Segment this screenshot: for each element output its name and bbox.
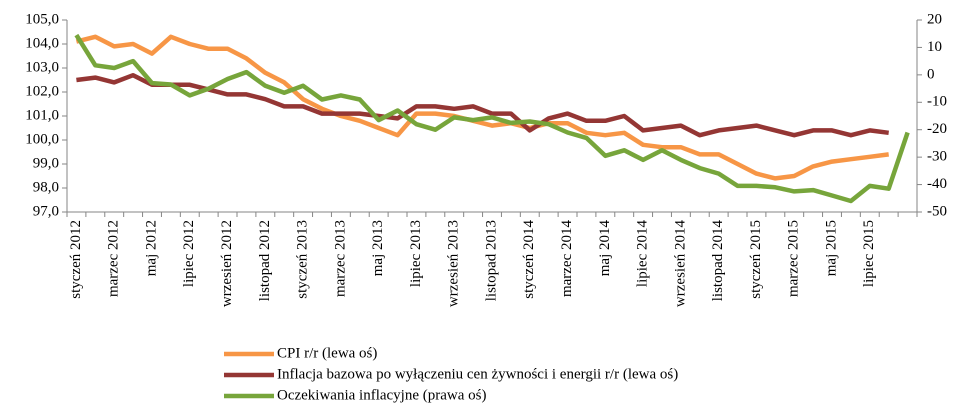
x-tick-label: wrzesień 2014 — [672, 220, 688, 308]
x-tick-label: lipiec 2014 — [635, 220, 651, 288]
y2-tick-label: 10 — [927, 39, 942, 55]
y2-tick-label: -10 — [927, 94, 947, 110]
series-line — [74, 33, 910, 204]
x-tick-label: lipiec 2012 — [181, 220, 197, 287]
x-tick-label: maj 2012 — [143, 220, 159, 276]
y-tick-label: 101,0 — [25, 107, 59, 123]
x-tick-label: maj 2015 — [823, 220, 839, 276]
x-tick-label: marzec 2012 — [106, 220, 122, 297]
y-tick-label: 100,0 — [25, 131, 59, 147]
y2-tick-label: 20 — [927, 11, 942, 27]
y-tick-label: 104,0 — [25, 35, 59, 51]
y2-tick-label: -30 — [927, 149, 947, 165]
x-tick-label: maj 2014 — [597, 220, 613, 277]
legend-label: Inflacja bazowa po wyłączeniu cen żywnoś… — [277, 366, 678, 382]
x-tick-label: maj 2013 — [370, 220, 386, 276]
y-tick-label: 97,0 — [33, 203, 59, 219]
x-tick-label: wrzesień 2013 — [446, 220, 462, 307]
y2-tick-label: -50 — [927, 203, 947, 219]
x-tick-label: marzec 2014 — [559, 220, 575, 298]
x-tick-label: lipiec 2015 — [861, 220, 877, 287]
y-tick-label: 99,0 — [33, 155, 59, 171]
y-tick-label: 103,0 — [25, 59, 59, 75]
x-tick-label: styczeń 2015 — [748, 220, 764, 299]
y2-tick-label: -20 — [927, 121, 947, 137]
x-tick-label: styczeń 2013 — [295, 220, 311, 299]
x-tick-label: styczeń 2014 — [521, 220, 537, 299]
x-tick-label: listopad 2012 — [257, 220, 273, 301]
series-line — [75, 34, 889, 181]
x-tick-label: marzec 2013 — [332, 220, 348, 297]
legend-label: CPI r/r (lewa oś) — [277, 345, 377, 361]
y-tick-label: 102,0 — [25, 83, 59, 99]
x-tick-label: listopad 2013 — [483, 220, 499, 301]
x-tick-label: lipiec 2013 — [408, 220, 424, 287]
legend-label: Oczekiwania inflacyjne (prawa oś) — [277, 387, 486, 403]
x-tick-label: wrzesień 2012 — [219, 220, 235, 307]
y2-tick-label: -40 — [927, 176, 947, 192]
y-tick-label: 98,0 — [33, 179, 59, 195]
x-tick-label: marzec 2015 — [786, 220, 802, 297]
y2-tick-label: 0 — [927, 66, 935, 82]
series-line — [76, 72, 889, 138]
x-tick-label: listopad 2014 — [710, 220, 726, 302]
y-tick-label: 105,0 — [25, 11, 59, 27]
x-tick-label: styczeń 2012 — [68, 220, 84, 299]
